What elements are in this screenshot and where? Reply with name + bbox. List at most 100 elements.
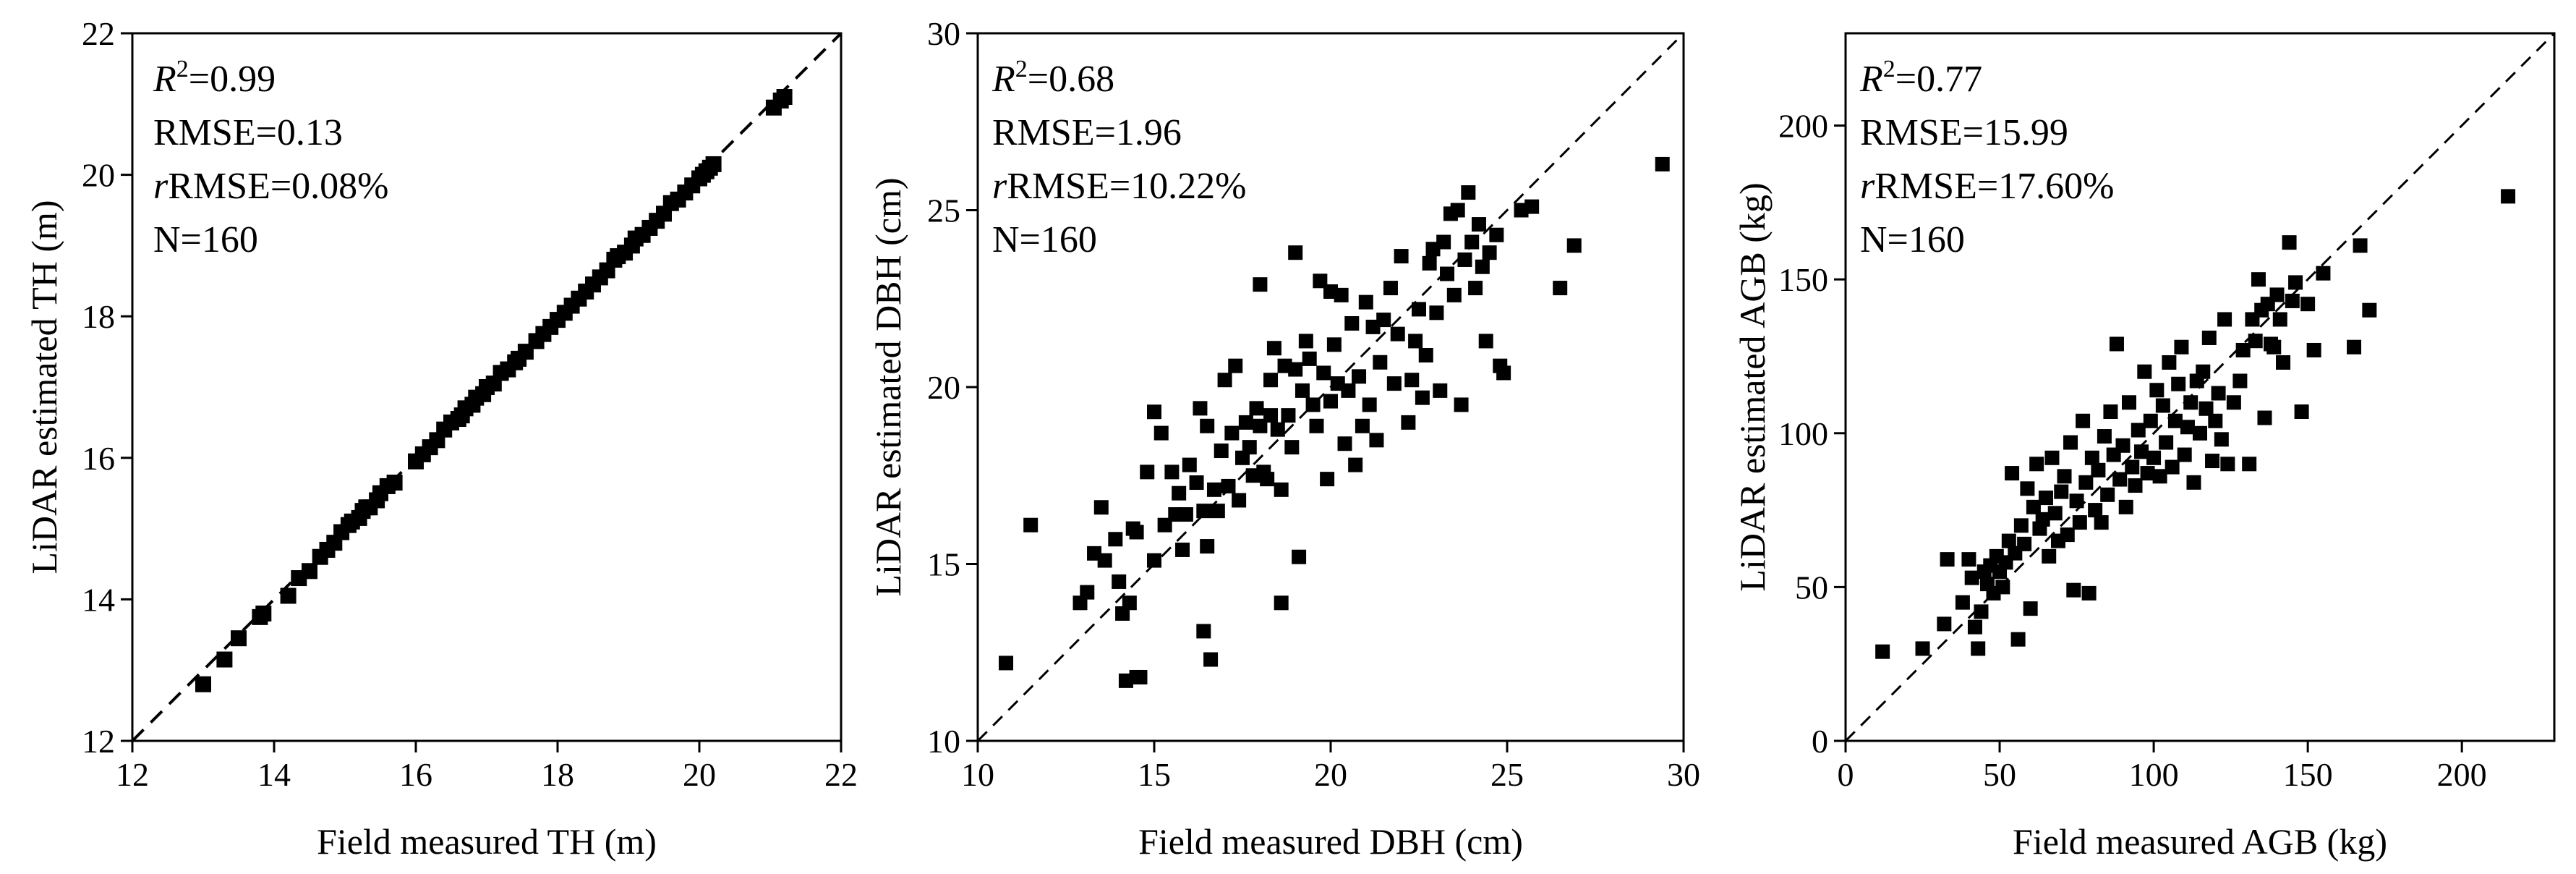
data-point <box>1457 252 1472 267</box>
data-point <box>1203 652 1219 667</box>
y-tick-label: 22 <box>82 15 115 52</box>
data-point <box>2013 518 2029 533</box>
data-point <box>1478 334 1493 349</box>
y-tick-label: 10 <box>927 723 960 760</box>
data-point <box>2193 425 2207 441</box>
x-tick-label: 0 <box>1838 756 1854 793</box>
data-point <box>2103 404 2118 420</box>
data-point <box>1274 482 1289 497</box>
data-point <box>2205 454 2220 469</box>
rmse-text: RMSE=0.13 <box>153 112 343 153</box>
data-point <box>1875 644 1890 659</box>
data-point <box>1454 397 1469 412</box>
data-point <box>2076 413 2091 428</box>
data-point <box>1337 436 1352 451</box>
data-point <box>1974 604 1989 619</box>
data-point <box>2057 469 2072 484</box>
data-point <box>1122 595 1137 611</box>
data-point <box>1446 287 1462 302</box>
x-tick-label: 100 <box>2129 756 2179 793</box>
data-point <box>2091 462 2106 478</box>
data-point <box>2081 585 2097 601</box>
data-point <box>1358 294 1373 310</box>
data-point <box>2167 413 2183 428</box>
data-point <box>999 656 1014 671</box>
data-point <box>2174 339 2189 355</box>
data-point <box>2010 632 2026 647</box>
data-point <box>2306 342 2321 357</box>
y-tick-label: 200 <box>1778 108 1828 145</box>
data-point <box>1108 532 1123 547</box>
data-point <box>2038 491 2053 506</box>
data-point <box>1440 266 1455 281</box>
r2-text: R2=0.99 <box>153 56 276 100</box>
data-point <box>2088 503 2103 518</box>
y-tick-label: 20 <box>927 369 960 406</box>
data-point <box>1221 478 1236 493</box>
y-tick-label: 15 <box>927 546 960 583</box>
data-point <box>2066 582 2081 598</box>
data-point <box>1288 362 1303 377</box>
y-axis-title: LiDAR estimated DBH (cm) <box>868 177 908 596</box>
panel-dbh: 10 15 20 25 30 10 15 20 25 30 R2=0.68 RMSE=1.96 r… <box>868 15 1700 862</box>
y-tick-label: 12 <box>82 723 115 760</box>
x-tick-label: 14 <box>257 756 291 793</box>
y-tick-label: 18 <box>82 298 115 335</box>
data-point <box>2235 342 2251 357</box>
data-point <box>1263 408 1279 423</box>
x-tick-label: 18 <box>541 756 574 793</box>
x-tick-label: 30 <box>1667 756 1700 793</box>
data-point <box>1189 475 1204 491</box>
data-point <box>1284 440 1300 455</box>
x-tick-label: 50 <box>1983 756 2016 793</box>
data-point <box>1348 457 1363 472</box>
data-point <box>1940 552 1955 567</box>
data-point <box>1461 185 1476 200</box>
stats-annotation: R2=0.99 RMSE=0.13 rRMSE=0.08% N=160 <box>153 56 389 260</box>
data-point <box>1955 595 1970 610</box>
data-point <box>2060 527 2075 543</box>
ticks: 12 14 16 18 20 22 12 14 16 18 20 22 <box>82 15 858 793</box>
data-point <box>2347 339 2362 355</box>
data-point <box>1967 619 1982 635</box>
data-point <box>776 89 793 106</box>
data-point <box>1129 525 1144 540</box>
data-point <box>1344 315 1360 331</box>
data-point <box>2072 515 2087 530</box>
rrmse-text: rRMSE=10.22% <box>992 166 1247 207</box>
data-point <box>2029 457 2044 472</box>
data-point <box>1915 641 1930 656</box>
data-point <box>1305 397 1321 412</box>
data-point <box>1433 383 1448 398</box>
data-point <box>2288 275 2303 290</box>
data-point <box>2183 395 2198 410</box>
data-point <box>1147 553 1161 568</box>
data-point <box>2140 466 2155 481</box>
data-point <box>2118 499 2133 514</box>
n-text: N=160 <box>153 219 258 260</box>
data-point <box>1249 401 1264 416</box>
data-point <box>1971 641 1986 656</box>
data-point <box>255 605 272 621</box>
panel-th: 12 14 16 18 20 22 12 14 16 18 20 22 R2=0.99 RMSE=0.… <box>24 15 858 862</box>
data-point <box>1147 404 1161 420</box>
y-tick-label: 14 <box>82 581 115 618</box>
data-point <box>2208 413 2223 428</box>
data-point <box>2131 423 2146 438</box>
data-point <box>1302 351 1317 366</box>
data-point <box>2316 266 2331 281</box>
data-point <box>1224 425 1240 441</box>
data-point <box>2171 376 2186 391</box>
data-point <box>1238 415 1253 430</box>
data-point <box>2285 293 2300 308</box>
data-point <box>386 475 403 491</box>
data-point <box>1140 464 1155 480</box>
data-point <box>2294 404 2309 420</box>
data-point <box>2149 383 2165 398</box>
data-point <box>2069 493 2084 509</box>
data-point <box>1097 553 1112 568</box>
stats-annotation: R2=0.68 RMSE=1.96 rRMSE=10.22% N=160 <box>991 56 1247 260</box>
x-tick-label: 20 <box>683 756 716 793</box>
data-point <box>1288 245 1303 260</box>
data-point <box>2282 235 2297 250</box>
